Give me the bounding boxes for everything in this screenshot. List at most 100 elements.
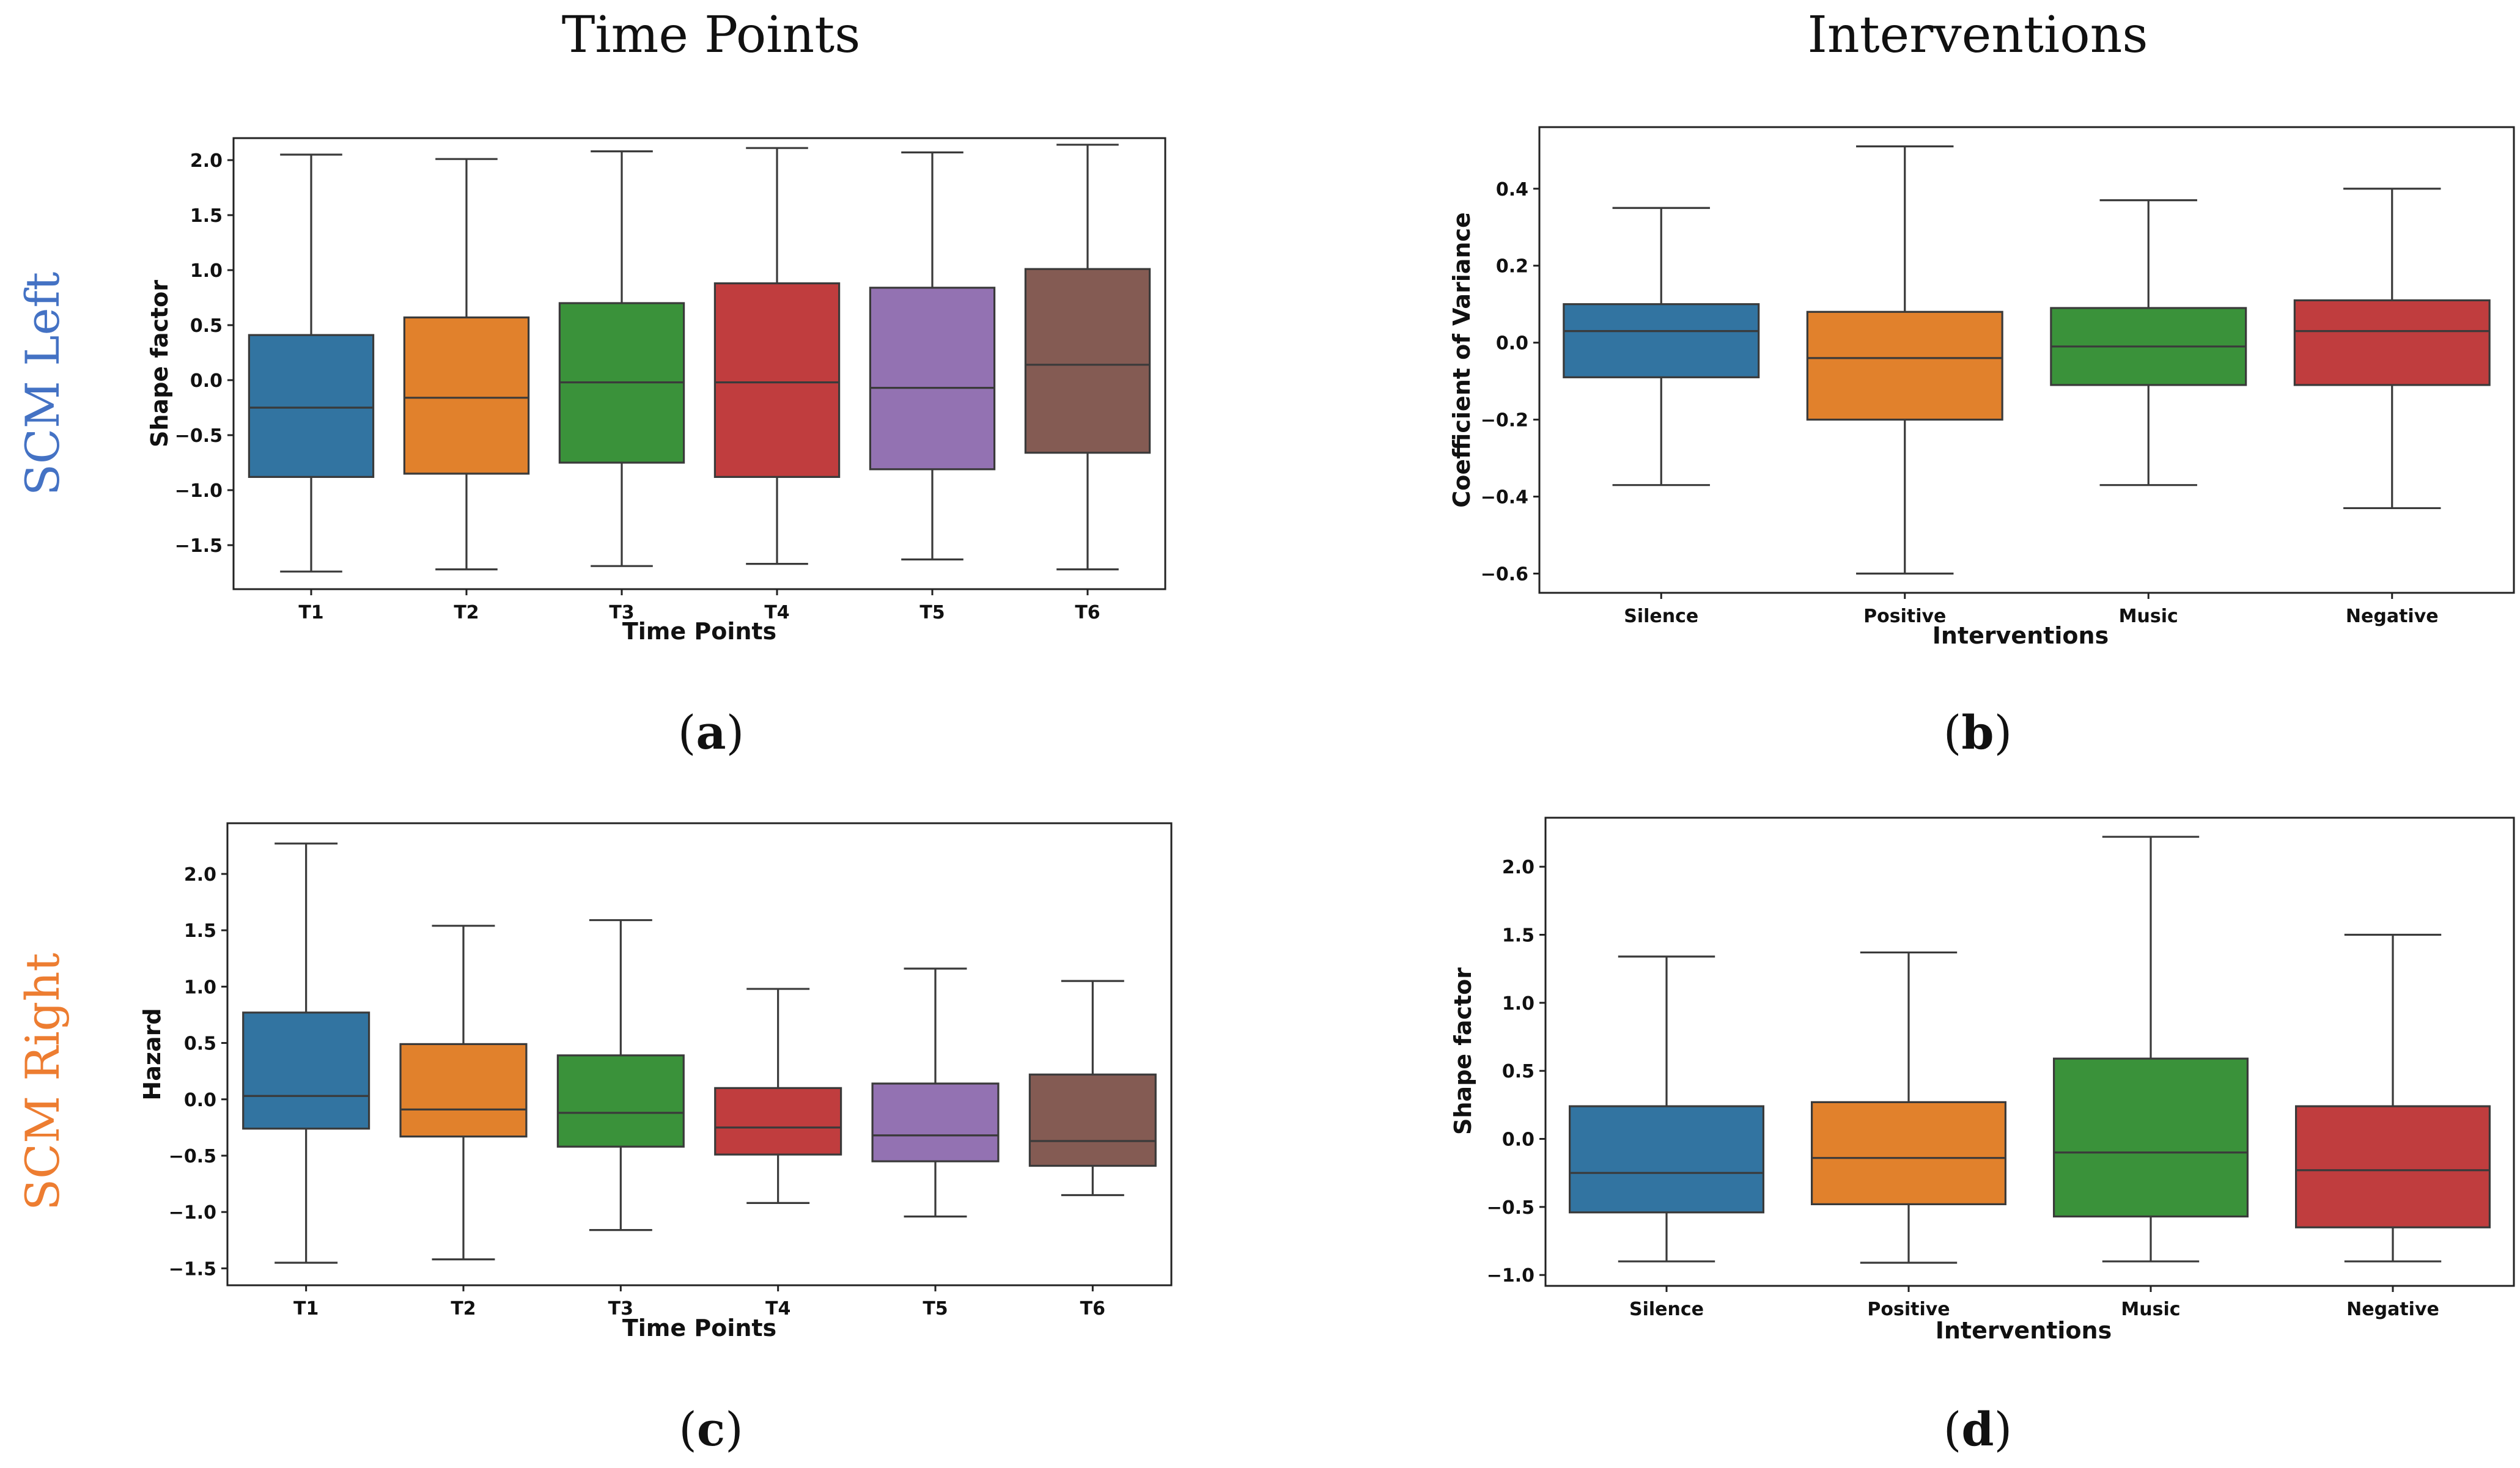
box-negative xyxy=(2293,188,2491,510)
x-tick-label-t3: T3 xyxy=(608,1298,633,1319)
y-tick-label: 0.0 xyxy=(1496,333,1528,354)
row-label-scm-right: SCM Right xyxy=(15,953,70,1211)
column-title-interventions: Interventions xyxy=(1808,6,2148,64)
box-t6 xyxy=(1024,144,1151,571)
panel-label-d-letter: d xyxy=(1961,1402,1994,1456)
y-axis-title-b: Coefficient of Variance xyxy=(1448,212,1475,508)
y-axis-title-a: Shape factor xyxy=(146,280,173,447)
y-tick-label: 2.0 xyxy=(190,150,223,172)
panel-label-d: (d) xyxy=(1943,1402,2012,1456)
plot-frame-b xyxy=(1538,126,2515,594)
box-silence xyxy=(1569,955,1765,1263)
x-axis-c: T1 T2 T3 T4 T5 T6 xyxy=(293,1285,1105,1319)
panel-label-b: (b) xyxy=(1943,705,2012,760)
y-tick-label: −0.5 xyxy=(1487,1197,1534,1219)
x-axis-title-b: Interventions xyxy=(1932,622,2109,649)
y-tick-label: −0.2 xyxy=(1481,410,1528,431)
box-series-c xyxy=(242,842,1157,1264)
box-t5 xyxy=(871,967,1000,1218)
iqr-box xyxy=(403,316,530,475)
panel-label-a: (a) xyxy=(678,705,745,760)
x-tick-label-silence: Silence xyxy=(1629,1299,1704,1320)
panel-label-c-letter: c xyxy=(697,1402,725,1456)
x-tick-label-t5: T5 xyxy=(919,602,945,623)
box-positive xyxy=(1811,951,2007,1264)
row-label-scm-left: SCM Left xyxy=(15,272,70,496)
iqr-box xyxy=(1024,268,1151,454)
y-tick-label: 0.4 xyxy=(1496,179,1528,200)
box-t3 xyxy=(558,150,685,567)
iqr-box xyxy=(556,1054,685,1148)
iqr-box xyxy=(1806,310,2003,421)
iqr-box xyxy=(714,1087,842,1156)
y-axis-c: −1.5 −1.0 −0.5 0.0 0.5 1.0 1.5 2.0 xyxy=(169,864,227,1280)
x-tick-label-t6: T6 xyxy=(1080,1298,1105,1319)
x-tick-label-music: Music xyxy=(2121,1299,2180,1320)
y-tick-label: 1.5 xyxy=(184,920,216,942)
box-series-b xyxy=(1563,145,2491,575)
box-t4 xyxy=(714,988,842,1204)
box-t1 xyxy=(248,153,375,573)
box-music xyxy=(2053,835,2249,1263)
box-t5 xyxy=(869,151,996,561)
iqr-box xyxy=(2293,299,2491,386)
y-tick-label: 1.5 xyxy=(190,205,223,227)
iqr-box xyxy=(871,1082,1000,1162)
box-t2 xyxy=(403,158,530,571)
x-tick-label-t1: T1 xyxy=(293,1298,319,1319)
x-tick-label-t2: T2 xyxy=(451,1298,476,1319)
y-tick-label: 0.5 xyxy=(1502,1061,1534,1082)
panel-label-a-letter: a xyxy=(696,705,726,760)
box-t1 xyxy=(242,842,370,1264)
x-axis-a: T1 T2 T3 T4 T5 T6 xyxy=(298,589,1100,623)
y-tick-label: −1.5 xyxy=(169,1258,216,1280)
iqr-box xyxy=(713,282,841,478)
iqr-box xyxy=(1028,1073,1157,1167)
x-tick-label-music: Music xyxy=(2119,606,2178,627)
x-tick-label-silence: Silence xyxy=(1624,606,1698,627)
iqr-box xyxy=(242,1011,370,1130)
box-series-a xyxy=(248,144,1151,573)
x-tick-label-t1: T1 xyxy=(298,602,323,623)
y-axis-title-d: Shape factor xyxy=(1450,967,1476,1135)
y-tick-label: 2.0 xyxy=(184,864,216,886)
column-title-time-points: Time Points xyxy=(562,6,861,64)
y-tick-label: 1.0 xyxy=(190,260,223,282)
y-tick-label: 0.0 xyxy=(190,370,223,392)
y-axis-b: −0.6 −0.4 −0.2 0.0 0.2 0.4 xyxy=(1481,179,1539,585)
iqr-box xyxy=(248,334,375,479)
box-series-d xyxy=(1569,835,2491,1264)
panel-label-b-letter: b xyxy=(1961,705,1994,760)
y-tick-label: 0.5 xyxy=(184,1033,216,1055)
y-tick-label: −1.0 xyxy=(169,1202,216,1224)
chart-panel-d: −1.0 −0.5 0.0 0.5 1.0 1.5 2.0 Silence Positive M… xyxy=(1450,817,2515,1456)
box-negative xyxy=(2295,933,2491,1263)
x-axis-d: Silence Positive Music Negative xyxy=(1629,1286,2439,1320)
x-axis-b: Silence Positive Music Negative xyxy=(1624,593,2439,627)
box-t3 xyxy=(556,919,685,1231)
plot-frame-a xyxy=(232,137,1166,590)
y-tick-label: −0.5 xyxy=(169,1146,216,1167)
panel-label-c: (c) xyxy=(679,1402,743,1456)
y-tick-label: −0.4 xyxy=(1481,487,1528,508)
y-axis-d: −1.0 −0.5 0.0 0.5 1.0 1.5 2.0 xyxy=(1487,857,1546,1286)
iqr-box xyxy=(399,1043,528,1138)
x-tick-label-t2: T2 xyxy=(454,602,479,623)
x-tick-label-t6: T6 xyxy=(1075,602,1100,623)
box-positive xyxy=(1806,145,2003,575)
iqr-box xyxy=(869,287,996,471)
iqr-box xyxy=(2295,1105,2491,1228)
x-axis-title-a: Time Points xyxy=(622,618,776,645)
x-tick-label-positive: Positive xyxy=(1867,1299,1950,1320)
x-tick-label-negative: Negative xyxy=(2346,606,2439,627)
plot-frame-c xyxy=(226,822,1173,1286)
y-tick-label: 2.0 xyxy=(1502,857,1534,878)
iqr-box xyxy=(2053,1057,2249,1218)
chart-panel-a: −1.5 −1.0 −0.5 0.0 0.5 1.0 1.5 2.0 T1 T2 T3 T4 T5 T6… xyxy=(146,137,1166,760)
y-tick-label: 1.0 xyxy=(184,977,216,998)
box-t4 xyxy=(713,147,841,565)
y-tick-label: 1.0 xyxy=(1502,993,1534,1015)
chart-panel-c: −1.5 −1.0 −0.5 0.0 0.5 1.0 1.5 2.0 T1 T2 T3 T4 T5 T6… xyxy=(139,822,1173,1456)
x-tick-label-t5: T5 xyxy=(923,1298,948,1319)
